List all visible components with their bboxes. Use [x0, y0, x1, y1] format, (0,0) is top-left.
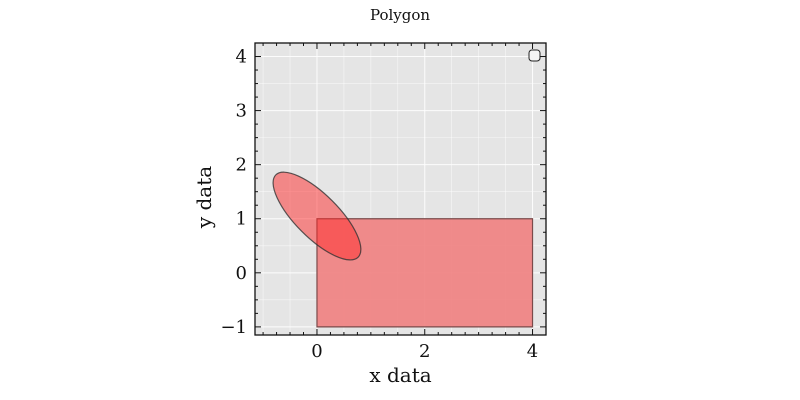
ticks: 0 2 4 −1 0 1 2 3 4 [220, 43, 546, 362]
x-axis-label: x data [369, 363, 431, 387]
y-tick-label: 0 [236, 263, 247, 284]
x-tick-label: 0 [311, 341, 322, 362]
ellipse-shape [272, 171, 362, 261]
polygon-shape [316, 218, 534, 328]
y-tick-label: 3 [236, 101, 247, 122]
y-tick-label: −1 [220, 317, 247, 338]
y-tick-label: 4 [236, 47, 247, 68]
y-tick-label: 1 [236, 209, 247, 230]
shapes [272, 171, 534, 328]
axes-frame [254, 42, 547, 336]
x-tick-label: 4 [527, 341, 538, 362]
x-tick-label: 2 [419, 341, 430, 362]
y-tick-label: 2 [236, 155, 247, 176]
y-axis-label: y data [192, 166, 216, 229]
legend [528, 49, 541, 62]
chart-title: Polygon [370, 6, 430, 24]
